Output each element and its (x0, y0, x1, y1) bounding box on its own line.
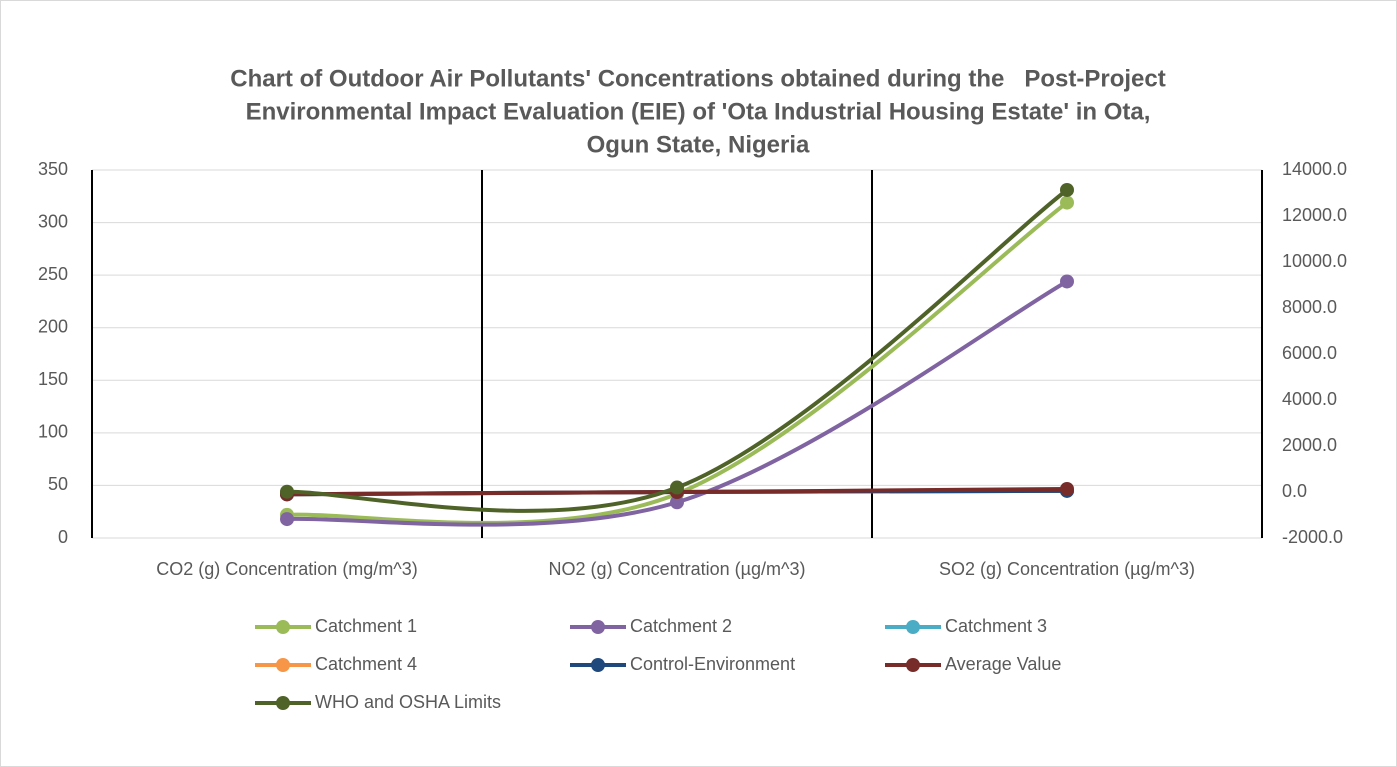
y2-tick-label: -2000.0 (1282, 527, 1343, 547)
legend-marker (276, 620, 290, 634)
y-tick-label: 350 (38, 159, 68, 179)
x-tick-label: SO2 (g) Concentration (µg/m^3) (939, 559, 1195, 579)
y-tick-label: 200 (38, 316, 68, 336)
x-tick-label: NO2 (g) Concentration (µg/m^3) (549, 559, 806, 579)
y2-tick-label: 14000.0 (1282, 159, 1347, 179)
y2-tick-label: 10000.0 (1282, 251, 1347, 271)
legend-label: Catchment 3 (945, 616, 1047, 636)
data-point (1060, 195, 1074, 210)
y2-tick-label: 12000.0 (1282, 205, 1347, 225)
legend-marker (906, 658, 920, 672)
data-point (1060, 274, 1074, 289)
data-point (670, 495, 684, 510)
y2-tick-label: 0.0 (1282, 481, 1307, 501)
chart-title: Chart of Outdoor Air Pollutants' Concent… (230, 65, 1166, 92)
y2-tick-label: 8000.0 (1282, 297, 1337, 317)
data-point (670, 480, 684, 495)
data-point (280, 512, 294, 527)
legend-marker (276, 658, 290, 672)
y2-tick-label: 6000.0 (1282, 343, 1337, 363)
legend-label: Catchment 4 (315, 654, 417, 674)
y-tick-label: 300 (38, 211, 68, 231)
legend-label: Average Value (945, 654, 1061, 674)
legend-marker (906, 620, 920, 634)
y-tick-label: 50 (48, 474, 68, 494)
chart-title: Ogun State, Nigeria (587, 131, 810, 158)
legend-marker (591, 620, 605, 634)
y-tick-label: 150 (38, 369, 68, 389)
legend-label: Control-Environment (630, 654, 795, 674)
x-tick-label: CO2 (g) Concentration (mg/m^3) (156, 559, 418, 579)
y2-tick-label: 4000.0 (1282, 389, 1337, 409)
data-point (1060, 182, 1074, 197)
y-tick-label: 0 (58, 527, 68, 547)
legend-label: WHO and OSHA Limits (315, 692, 501, 712)
data-point (1060, 482, 1074, 497)
y-tick-label: 100 (38, 422, 68, 442)
data-point (280, 484, 294, 499)
legend-label: Catchment 1 (315, 616, 417, 636)
legend-marker (276, 696, 290, 710)
legend-label: Catchment 2 (630, 616, 732, 636)
y-tick-label: 250 (38, 264, 68, 284)
y2-tick-label: 2000.0 (1282, 435, 1337, 455)
chart-title: Environmental Impact Evaluation (EIE) of… (246, 98, 1151, 125)
legend-marker (591, 658, 605, 672)
